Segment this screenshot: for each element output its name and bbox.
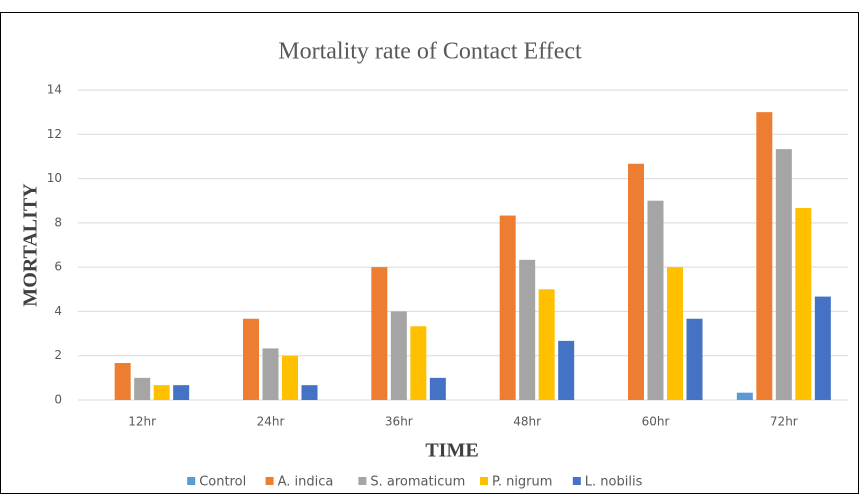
bar <box>390 311 407 400</box>
y-tick-label: 8 <box>54 215 62 229</box>
chart-frame <box>0 12 859 494</box>
bar <box>736 392 753 400</box>
bar <box>429 377 446 400</box>
legend-swatch <box>480 477 488 485</box>
bar <box>795 208 812 400</box>
legend-label: L. nobilis <box>585 475 643 490</box>
bar <box>262 348 279 400</box>
legend-swatch <box>187 477 196 485</box>
y-tick-label: 10 <box>47 171 62 185</box>
bar <box>538 289 555 400</box>
bar <box>282 355 298 400</box>
bar <box>499 215 516 400</box>
y-axis-label: MORTALITY <box>20 183 42 307</box>
bar <box>686 318 703 400</box>
bar <box>628 163 644 400</box>
legend-label: A. indica <box>278 475 334 490</box>
bar <box>775 149 792 400</box>
x-tick-label: 60hr <box>642 415 670 429</box>
bar <box>114 363 131 400</box>
bar <box>558 340 575 400</box>
bar <box>134 377 151 400</box>
x-tick-label: 24hr <box>257 415 285 429</box>
bar <box>371 267 388 400</box>
x-tick-label: 36hr <box>385 415 413 429</box>
y-tick-label: 2 <box>54 348 62 362</box>
bar <box>153 385 170 400</box>
bar <box>410 326 427 400</box>
bar <box>173 385 190 400</box>
bar <box>519 259 536 400</box>
legend-swatch <box>572 477 581 485</box>
y-tick-label: 4 <box>54 304 62 318</box>
x-tick-label: 48hr <box>513 415 541 429</box>
y-tick-label: 14 <box>47 83 62 97</box>
legend-swatch <box>265 477 274 485</box>
chart-title: Mortality rate of Contact Effect <box>278 39 582 65</box>
bar <box>667 267 683 400</box>
y-tick-label: 6 <box>54 260 62 274</box>
legend-swatch <box>358 477 367 485</box>
x-axis-label: TIME <box>425 440 478 462</box>
bar <box>301 385 318 400</box>
bar <box>243 318 259 400</box>
x-tick-label: 72hr <box>770 415 798 429</box>
bar <box>814 296 831 400</box>
legend-label: S. aromaticum <box>370 475 465 490</box>
bar <box>647 200 664 400</box>
bar <box>756 112 773 401</box>
legend-label: Control <box>199 475 246 490</box>
y-tick-label: 0 <box>54 393 62 407</box>
x-tick-label: 12hr <box>128 415 156 429</box>
legend-label: P. nigrum <box>492 475 552 490</box>
y-tick-label: 12 <box>47 127 62 141</box>
